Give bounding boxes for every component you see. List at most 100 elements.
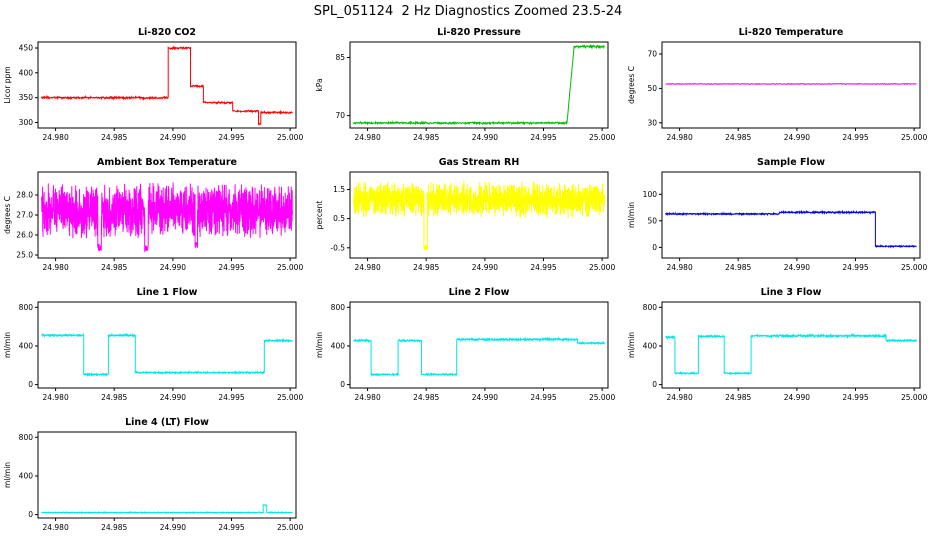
x-tick-label: 25.000 xyxy=(277,263,303,272)
x-tick-label: 24.995 xyxy=(842,393,868,402)
y-tick-label: 400 xyxy=(19,472,34,481)
y-tick-label: 400 xyxy=(331,342,346,351)
chart-ambient-box-temperature: Ambient Box Temperature degrees C 24.980 24… xyxy=(0,150,312,280)
plot-frame xyxy=(349,41,609,129)
panel-title: Sample Flow xyxy=(757,157,825,168)
panel-title: Line 3 Flow xyxy=(761,287,822,298)
plot-frame xyxy=(661,301,921,389)
figure-title: SPL_051124 2 Hz Diagnostics Zoomed 23.5-… xyxy=(313,4,623,19)
y-tick-label: 300 xyxy=(19,118,34,127)
plot-frame xyxy=(37,41,297,129)
y-tick-label: 0 xyxy=(652,380,657,389)
data-trace xyxy=(41,182,293,253)
y-tick-label: 400 xyxy=(19,68,34,77)
y-tick-label: 400 xyxy=(643,342,658,351)
y-tick-label: -0.5 xyxy=(330,243,345,252)
y-tick-label: 1.5 xyxy=(333,185,345,194)
x-tick-label: 24.990 xyxy=(472,133,498,142)
x-tick-label: 24.980 xyxy=(354,263,380,272)
panel-title: Line 4 (LT) Flow xyxy=(125,417,209,428)
x-tick-label: 24.990 xyxy=(160,523,186,532)
y-axis-label: Licor ppm xyxy=(3,66,12,103)
plot-frame xyxy=(349,301,609,389)
x-tick-label: 24.990 xyxy=(784,393,810,402)
x-tick-label: 24.990 xyxy=(472,393,498,402)
y-axis-label: ml/min xyxy=(3,462,12,488)
y-axis-label: degrees C xyxy=(627,66,636,104)
panel-title: Line 2 Flow xyxy=(449,287,510,298)
chart-gas-stream-rh: Gas Stream RH percent 24.980 24.985 24.990 24… xyxy=(312,150,624,280)
plot-frame xyxy=(661,41,921,129)
x-tick-label: 24.995 xyxy=(218,393,244,402)
x-tick-label: 25.000 xyxy=(901,393,927,402)
y-axis-label: kPa xyxy=(315,78,324,91)
y-axis-label: ml/min xyxy=(627,332,636,358)
y-tick-label: 0 xyxy=(340,380,345,389)
li820-temperature-plot: Li-820 Temperature degrees C 24.980 24.985 2… xyxy=(627,27,927,142)
y-tick-label: 800 xyxy=(643,303,658,312)
x-tick-label: 24.980 xyxy=(42,263,68,272)
y-tick-label: 400 xyxy=(19,342,34,351)
y-tick-label: 800 xyxy=(331,303,346,312)
x-tick-label: 24.985 xyxy=(101,523,127,532)
y-tick-label: 800 xyxy=(19,303,34,312)
empty-cell xyxy=(312,410,624,540)
panel-title: Li-820 Pressure xyxy=(437,27,521,38)
x-tick-label: 24.995 xyxy=(530,263,556,272)
x-tick-label: 24.995 xyxy=(842,133,868,142)
plot-grid: Li-820 CO2 Licor ppm 24.980 24.985 24.990 24.… xyxy=(0,20,936,540)
plot-frame xyxy=(661,171,921,259)
x-tick-label: 25.000 xyxy=(589,263,615,272)
panel-title: Li-820 Temperature xyxy=(739,27,844,38)
y-axis-label: ml/min xyxy=(627,202,636,228)
data-trace xyxy=(665,82,917,86)
y-axis-label: degrees C xyxy=(3,196,12,234)
y-tick-label: 27.0 xyxy=(16,211,33,220)
x-tick-label: 25.000 xyxy=(277,393,303,402)
chart-line4-lt-flow: Line 4 (LT) Flow ml/min 24.980 24.985 24.990… xyxy=(0,410,312,540)
x-tick-label: 24.980 xyxy=(354,393,380,402)
y-tick-label: 350 xyxy=(19,93,34,102)
x-tick-label: 25.000 xyxy=(589,133,615,142)
x-tick-label: 25.000 xyxy=(277,133,303,142)
panel-title: Gas Stream RH xyxy=(439,157,520,168)
line3-flow-plot: Line 3 Flow ml/min 24.980 24.985 24.990 24.99… xyxy=(627,287,927,402)
x-tick-label: 24.990 xyxy=(160,263,186,272)
line2-flow-plot: Line 2 Flow ml/min 24.980 24.985 24.990 24.99… xyxy=(315,287,615,402)
x-tick-label: 25.000 xyxy=(589,393,615,402)
x-tick-label: 24.995 xyxy=(530,133,556,142)
data-trace xyxy=(41,332,293,378)
data-trace xyxy=(665,332,917,376)
data-trace xyxy=(353,180,605,251)
x-tick-label: 24.985 xyxy=(413,133,439,142)
data-trace xyxy=(41,504,293,515)
x-tick-label: 24.995 xyxy=(218,133,244,142)
panel-title: Line 1 Flow xyxy=(137,287,198,298)
y-axis-label: ml/min xyxy=(3,332,12,358)
x-tick-label: 24.980 xyxy=(666,263,692,272)
x-tick-label: 24.990 xyxy=(160,133,186,142)
data-trace xyxy=(353,336,605,377)
x-tick-label: 24.980 xyxy=(666,133,692,142)
x-tick-label: 24.980 xyxy=(42,133,68,142)
li820-pressure-plot: Li-820 Pressure kPa 24.980 24.985 24.990 24.9… xyxy=(315,27,615,142)
plot-frame xyxy=(349,171,609,259)
y-tick-label: 50 xyxy=(647,216,657,225)
y-tick-label: 85 xyxy=(335,53,345,62)
x-tick-label: 24.980 xyxy=(666,393,692,402)
x-tick-label: 24.985 xyxy=(413,263,439,272)
y-tick-label: 0 xyxy=(28,510,33,519)
x-tick-label: 24.985 xyxy=(725,393,751,402)
plot-frame xyxy=(37,431,297,519)
y-tick-label: 25.0 xyxy=(16,251,33,260)
x-tick-label: 24.990 xyxy=(784,263,810,272)
x-tick-label: 24.985 xyxy=(101,263,127,272)
chart-line2-flow: Line 2 Flow ml/min 24.980 24.985 24.990 24.99… xyxy=(312,280,624,410)
x-tick-label: 24.985 xyxy=(725,133,751,142)
y-axis-label: percent xyxy=(315,201,324,230)
y-tick-label: 30 xyxy=(647,118,657,127)
y-tick-label: 0 xyxy=(28,380,33,389)
sample-flow-plot: Sample Flow ml/min 24.980 24.985 24.990 24.99… xyxy=(627,157,927,272)
x-tick-label: 24.980 xyxy=(354,133,380,142)
